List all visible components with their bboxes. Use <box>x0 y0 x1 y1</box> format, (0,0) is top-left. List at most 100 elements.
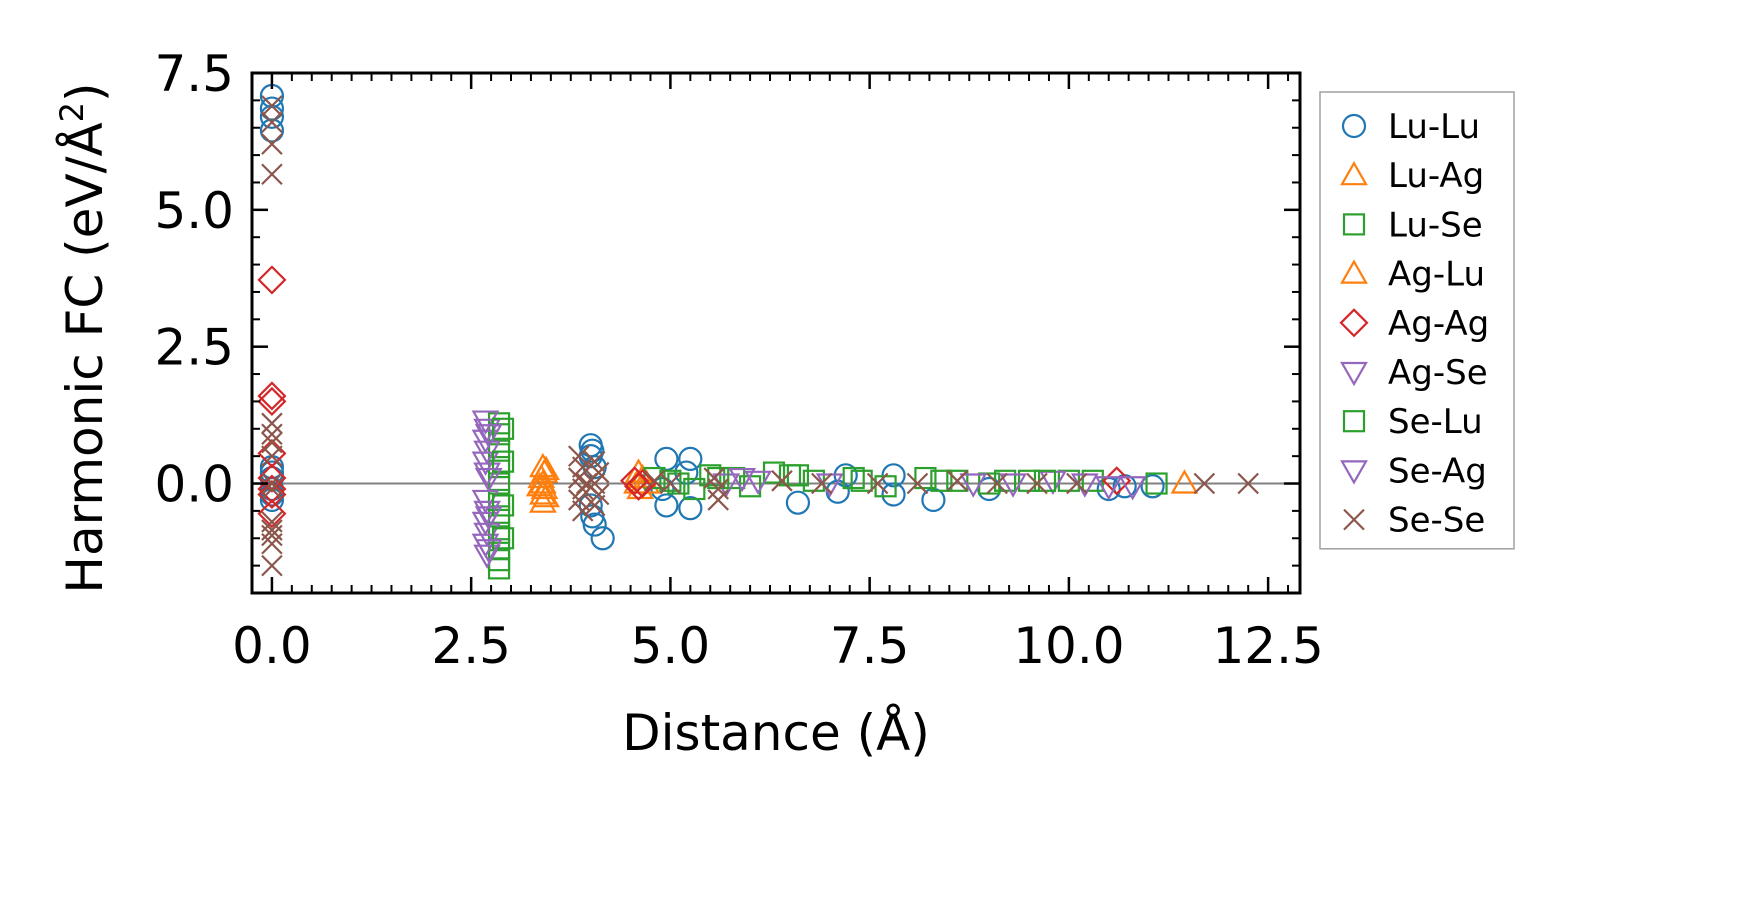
data-point <box>785 490 811 515</box>
y-axis-label: Harmonic FC (eV/Å2) <box>53 82 114 593</box>
data-point <box>575 472 598 495</box>
data-point <box>474 467 503 493</box>
data-point <box>257 381 287 411</box>
data-point <box>532 482 560 508</box>
y-axis-label-sup: 2 <box>53 102 91 122</box>
data-point <box>946 469 969 492</box>
data-point <box>582 512 607 537</box>
data-point <box>530 474 559 500</box>
data-point <box>261 554 283 577</box>
data-point <box>583 472 606 495</box>
data-point <box>678 496 703 521</box>
data-point <box>491 450 515 473</box>
data-point <box>1026 472 1048 495</box>
ticks-layer: 0.0 2.5 5.0 7.5 10.0 12.5 0.0 2.5 5.0 7.5 <box>154 45 1323 675</box>
legend-marker <box>1340 361 1368 387</box>
data-point <box>1237 472 1259 495</box>
legend-label: Lu-Lu <box>1388 107 1480 147</box>
data-point <box>1118 476 1147 501</box>
data-point <box>930 469 953 492</box>
data-point <box>959 473 988 498</box>
legend-marker <box>1339 308 1369 338</box>
legend-entry-se-se: Se-Se <box>1343 501 1485 541</box>
data-point <box>491 494 515 517</box>
data-point <box>257 479 287 510</box>
data-point <box>881 482 906 507</box>
data-point <box>999 473 1027 498</box>
data-point <box>654 446 679 471</box>
legend-marker <box>1340 259 1368 284</box>
x-tick-label: 12.5 <box>1212 617 1323 675</box>
data-point <box>659 469 682 492</box>
data-point <box>473 544 501 569</box>
data-point <box>946 470 969 492</box>
y-tick-label: 0.0 <box>154 456 234 514</box>
legend-label: Ag-Ag <box>1388 304 1489 344</box>
data-point <box>1066 472 1088 495</box>
data-point <box>986 472 1008 495</box>
data-point <box>590 526 615 551</box>
y-tick-label: 7.5 <box>154 45 234 103</box>
y-tick-label: 2.5 <box>154 319 234 377</box>
legend-marker <box>1340 160 1368 186</box>
data-point <box>491 417 515 440</box>
data-point <box>261 423 283 446</box>
x-tick-label: 7.5 <box>830 617 910 675</box>
data-point <box>567 445 590 467</box>
data-point <box>811 472 833 495</box>
legend-label: Lu-Ag <box>1388 156 1484 196</box>
data-point <box>678 446 703 471</box>
legend-entry-lu-se: Lu-Se <box>1342 205 1483 245</box>
data-point <box>261 532 283 555</box>
data-point <box>914 466 937 490</box>
data-point <box>627 468 658 499</box>
y-tick-label: 5.0 <box>154 182 234 240</box>
data-point <box>261 412 283 435</box>
data-point <box>571 456 594 478</box>
legend-label: Se-Lu <box>1388 402 1483 442</box>
data-point <box>1094 476 1123 501</box>
legend-entry-lu-ag: Lu-Ag <box>1340 156 1484 196</box>
legend-label: Se-Ag <box>1388 451 1487 491</box>
data-point <box>257 499 287 529</box>
y-axis-label-end: ) <box>56 82 114 102</box>
legend-entry-lu-lu: Lu-Lu <box>1341 107 1480 147</box>
data-point <box>654 493 679 518</box>
plot-frame <box>250 71 1302 595</box>
data-point <box>261 163 283 186</box>
data-point <box>491 527 515 550</box>
legend-label: Ag-Lu <box>1388 255 1485 295</box>
data-point <box>257 386 287 416</box>
data-point <box>707 489 729 511</box>
data-point <box>487 557 511 580</box>
y-axis-label-main: Harmonic FC (eV/Å <box>56 122 114 593</box>
data-point <box>474 539 503 564</box>
data-point <box>528 480 557 505</box>
data-point <box>261 111 283 134</box>
legend-entry-se-ag: Se-Ag <box>1340 451 1487 491</box>
data-point <box>1145 472 1168 495</box>
legend-entry-ag-lu: Ag-Lu <box>1340 255 1485 295</box>
legend-label: Lu-Se <box>1388 205 1483 245</box>
data-point <box>906 472 929 495</box>
legend-marker <box>1343 508 1365 531</box>
data-point <box>261 133 283 155</box>
axes-layer <box>250 71 1302 595</box>
data-point <box>744 470 772 496</box>
series-se-se <box>261 95 1259 577</box>
x-axis-label: Distance (Å) <box>622 704 930 762</box>
data-point <box>578 493 603 518</box>
data-point <box>532 455 560 480</box>
series-se-lu <box>491 417 1057 550</box>
legend-label: Ag-Se <box>1388 353 1488 393</box>
legend-entry-se-lu: Se-Lu <box>1342 402 1483 442</box>
data-point <box>257 265 287 295</box>
data-point <box>259 118 285 143</box>
data-point <box>261 445 283 467</box>
legend-entry-ag-ag: Ag-Ag <box>1339 304 1489 344</box>
data-point <box>473 462 501 487</box>
data-point <box>771 470 793 492</box>
legend-marker <box>1342 213 1366 236</box>
